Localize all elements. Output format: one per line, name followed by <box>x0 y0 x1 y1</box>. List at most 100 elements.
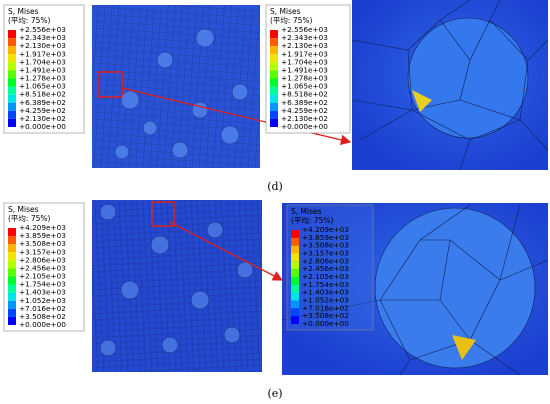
color-band <box>270 62 278 71</box>
legend-title: S, Mises <box>8 205 39 214</box>
legend-label: +1.065e+03 <box>19 82 66 91</box>
color-band <box>270 118 278 127</box>
legend-label: +2.105e+03 <box>19 272 66 281</box>
legend-label: +0.000e+00 <box>19 122 66 131</box>
inclusions <box>99 203 254 357</box>
legend-label: +1.403e+03 <box>302 288 349 297</box>
color-band <box>270 110 278 119</box>
color-band <box>291 277 299 285</box>
color-band <box>8 308 16 317</box>
legend-label: +2.556e+03 <box>19 25 66 34</box>
legend-label: +1.491e+03 <box>19 65 66 74</box>
color-band <box>8 86 16 95</box>
legend-label: +4.209e+03 <box>302 225 349 234</box>
legend-label: +3.508e+02 <box>302 311 349 320</box>
panel-label: (e) <box>267 387 282 400</box>
color-band <box>8 102 16 111</box>
legend-label: +1.917e+03 <box>19 49 66 58</box>
legend-label: +3.508e+03 <box>302 241 349 250</box>
legend-label: +3.859e+03 <box>19 231 66 240</box>
color-band <box>8 110 16 119</box>
legend-subtitle: (平均: 75%) <box>8 213 51 223</box>
stress-spot <box>412 90 432 112</box>
legend-label: +2.130e+03 <box>19 41 66 50</box>
legend-subtitle: (平均: 75%) <box>8 15 51 25</box>
legend-label: +1.704e+03 <box>281 57 328 66</box>
color-band <box>270 86 278 95</box>
color-band <box>8 284 16 293</box>
highlight-box <box>97 71 123 98</box>
legend-label: +7.016e+02 <box>302 303 349 312</box>
legend-label: +1.052e+03 <box>302 296 349 305</box>
color-band <box>291 245 299 254</box>
legend-title: S, Mises <box>291 207 322 216</box>
legend-label: +2.105e+03 <box>302 272 349 281</box>
color-band <box>8 276 16 285</box>
legend-label: +8.518e+02 <box>19 90 66 99</box>
legend-label: +3.508e+03 <box>19 239 66 248</box>
legend-label: +1.278e+03 <box>281 74 328 83</box>
legend-label: +2.456e+03 <box>302 264 349 273</box>
legend-label: +8.518e+02 <box>281 90 328 99</box>
color-band <box>8 30 16 39</box>
legend-label: +1.052e+03 <box>19 296 66 305</box>
color-band <box>270 38 278 47</box>
legend-label: +1.491e+03 <box>281 65 328 74</box>
color-band <box>8 70 16 79</box>
legend-box <box>3 202 85 332</box>
color-band <box>270 78 278 87</box>
color-band <box>291 316 299 324</box>
legend-label: +0.000e+00 <box>281 122 328 131</box>
legend-label: +2.806e+03 <box>19 255 66 264</box>
legend-label: +0.000e+00 <box>302 319 349 328</box>
legend-label: +3.157e+03 <box>302 249 349 258</box>
color-band <box>291 308 299 317</box>
color-band <box>291 292 299 301</box>
legend-label: +2.806e+03 <box>302 256 349 265</box>
legend-label: +4.209e+03 <box>19 223 66 232</box>
legend-label: +1.278e+03 <box>19 74 66 83</box>
color-band <box>270 30 278 39</box>
legend-label: +6.389e+02 <box>19 98 66 107</box>
color-band <box>291 230 299 238</box>
legend-label: +2.556e+03 <box>281 25 328 34</box>
arrow <box>169 221 284 281</box>
highlight-box <box>151 201 175 227</box>
legend-label: +4.259e+02 <box>19 106 66 115</box>
color-band <box>8 94 16 103</box>
color-band <box>8 46 16 55</box>
legend-label: +7.016e+02 <box>19 304 66 313</box>
color-band <box>8 252 16 261</box>
color-band <box>270 46 278 55</box>
legend-label: +2.130e+02 <box>19 114 66 123</box>
zoom-mesh <box>351 0 549 171</box>
color-band <box>8 316 16 325</box>
color-band <box>8 54 16 63</box>
legend-label: +1.917e+03 <box>281 49 328 58</box>
legend-label: +0.000e+00 <box>19 320 66 329</box>
color-band <box>291 261 299 270</box>
legend-title: S, Mises <box>8 7 39 16</box>
color-band <box>291 284 299 293</box>
legend-title: S, Mises <box>270 7 301 16</box>
color-band <box>8 78 16 87</box>
legend-label: +1.065e+03 <box>281 82 328 91</box>
legend-box <box>286 204 374 331</box>
legend-label: +2.343e+03 <box>19 33 66 42</box>
color-band <box>270 102 278 111</box>
legend-label: +1.704e+03 <box>19 57 66 66</box>
color-band <box>291 300 299 309</box>
legend-box <box>3 4 85 134</box>
panel-label: (d) <box>267 180 283 193</box>
color-band <box>270 70 278 79</box>
legend-subtitle: (平均: 75%) <box>291 215 334 225</box>
color-band <box>8 268 16 277</box>
legend-box <box>265 4 351 134</box>
inclusions <box>114 28 249 160</box>
color-band <box>8 292 16 301</box>
legend-label: +6.389e+02 <box>281 98 328 107</box>
legend-label: +2.456e+03 <box>19 263 66 272</box>
legend-label: +3.157e+03 <box>19 247 66 256</box>
color-band <box>270 94 278 103</box>
zoom-mesh <box>281 204 549 376</box>
